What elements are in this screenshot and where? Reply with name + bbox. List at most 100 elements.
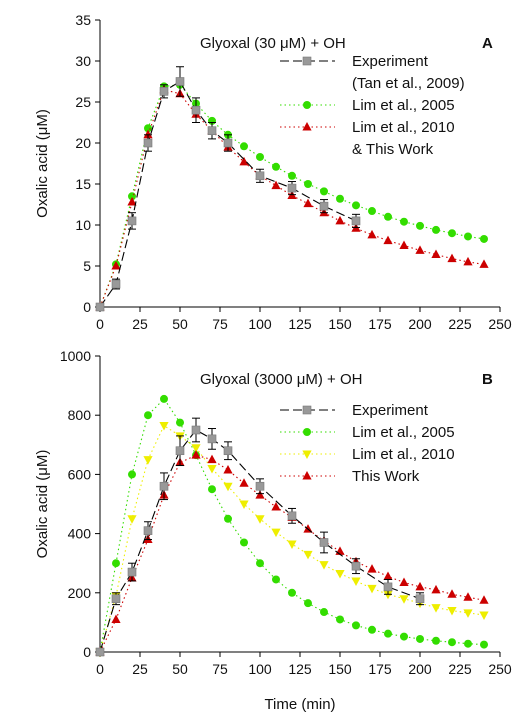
data-point (175, 77, 185, 86)
data-point (271, 180, 281, 190)
series-2 (95, 422, 489, 657)
y-tick-label: 20 (75, 135, 91, 151)
data-point (480, 640, 488, 649)
data-point (367, 584, 377, 594)
data-point (479, 611, 489, 620)
data-point (463, 609, 473, 618)
data-point (191, 450, 201, 459)
data-point (111, 261, 121, 270)
data-point (191, 105, 201, 115)
data-point (223, 446, 233, 456)
x-tick-label: 250 (488, 661, 512, 677)
data-point (368, 625, 376, 634)
x-tick-label: 50 (172, 316, 188, 332)
legend-entry: Lim et al., 2005 (352, 97, 455, 114)
data-point (399, 595, 409, 604)
x-tick-label: 100 (248, 661, 272, 677)
data-point (207, 464, 217, 474)
series-3 (95, 450, 489, 656)
data-point (400, 217, 408, 226)
y-tick-label: 800 (68, 407, 92, 423)
x-tick-label: 0 (96, 316, 104, 332)
data-point (223, 482, 233, 492)
x-axis-label: Time (min) (264, 696, 335, 713)
data-point (320, 187, 328, 196)
data-point (159, 87, 169, 96)
data-point (128, 470, 136, 479)
data-point (383, 235, 393, 245)
data-point (207, 454, 217, 464)
data-point (383, 590, 393, 600)
data-point (479, 595, 489, 604)
data-point (256, 559, 264, 568)
data-point (431, 249, 441, 259)
data-point (351, 216, 361, 226)
series-0 (95, 417, 425, 657)
data-point (240, 142, 248, 151)
data-point (288, 588, 296, 597)
x-tick-label: 150 (328, 316, 352, 332)
data-point (384, 212, 392, 221)
data-point (143, 526, 153, 535)
data-point (143, 129, 153, 139)
y-tick-label: 600 (68, 466, 92, 482)
data-point (208, 485, 216, 494)
data-point (479, 259, 489, 268)
data-point (239, 500, 249, 509)
y-tick-label: 400 (68, 526, 92, 542)
data-point (320, 608, 328, 617)
data-point (448, 638, 456, 647)
x-tick-label: 175 (368, 316, 392, 332)
x-tick-label: 250 (488, 316, 512, 332)
data-point (223, 138, 233, 148)
data-point (447, 589, 457, 598)
data-point (432, 225, 440, 234)
x-tick-label: 175 (368, 661, 392, 677)
data-point (304, 599, 312, 608)
data-point (144, 124, 152, 133)
data-point (399, 577, 409, 586)
data-point (415, 245, 425, 254)
y-tick-label: 1000 (60, 348, 91, 364)
panel-label: B (482, 371, 493, 388)
legend-entry: This Work (352, 468, 420, 485)
y-tick-label: 0 (83, 644, 91, 660)
y-tick-label: 35 (75, 12, 91, 28)
legend-entry-line2: & This Work (352, 141, 434, 158)
data-point (336, 615, 344, 624)
data-point (400, 632, 408, 641)
data-point (272, 575, 280, 584)
data-point (143, 456, 153, 465)
chart-title: Glyoxal (30 μM) + OH (200, 35, 346, 52)
data-point (255, 515, 265, 524)
x-tick-label: 200 (408, 661, 432, 677)
data-point (287, 511, 297, 521)
y-tick-label: 200 (68, 585, 92, 601)
data-point (207, 434, 217, 444)
data-point (431, 604, 441, 613)
data-point (319, 201, 329, 211)
x-tick-label: 75 (212, 661, 228, 677)
data-point (224, 514, 232, 523)
data-point (207, 126, 217, 135)
y-axis-label: Oxalic acid (μM) (34, 450, 51, 559)
data-point (191, 444, 201, 453)
data-point (111, 614, 121, 623)
data-point (287, 540, 297, 549)
legend-marker (303, 101, 311, 109)
legend-entry-line2: (Tan et al., 2009) (352, 75, 465, 92)
legend-marker (302, 450, 312, 459)
data-point (303, 198, 313, 208)
x-tick-label: 50 (172, 661, 188, 677)
data-point (271, 528, 281, 538)
y-tick-label: 25 (75, 94, 91, 110)
panel-label: A (482, 35, 493, 52)
legend-entry: Experiment (352, 402, 429, 419)
data-point (368, 207, 376, 216)
data-point (111, 594, 121, 604)
data-point (367, 229, 377, 239)
x-tick-label: 25 (132, 661, 148, 677)
data-point (159, 422, 169, 431)
data-point (383, 571, 393, 581)
